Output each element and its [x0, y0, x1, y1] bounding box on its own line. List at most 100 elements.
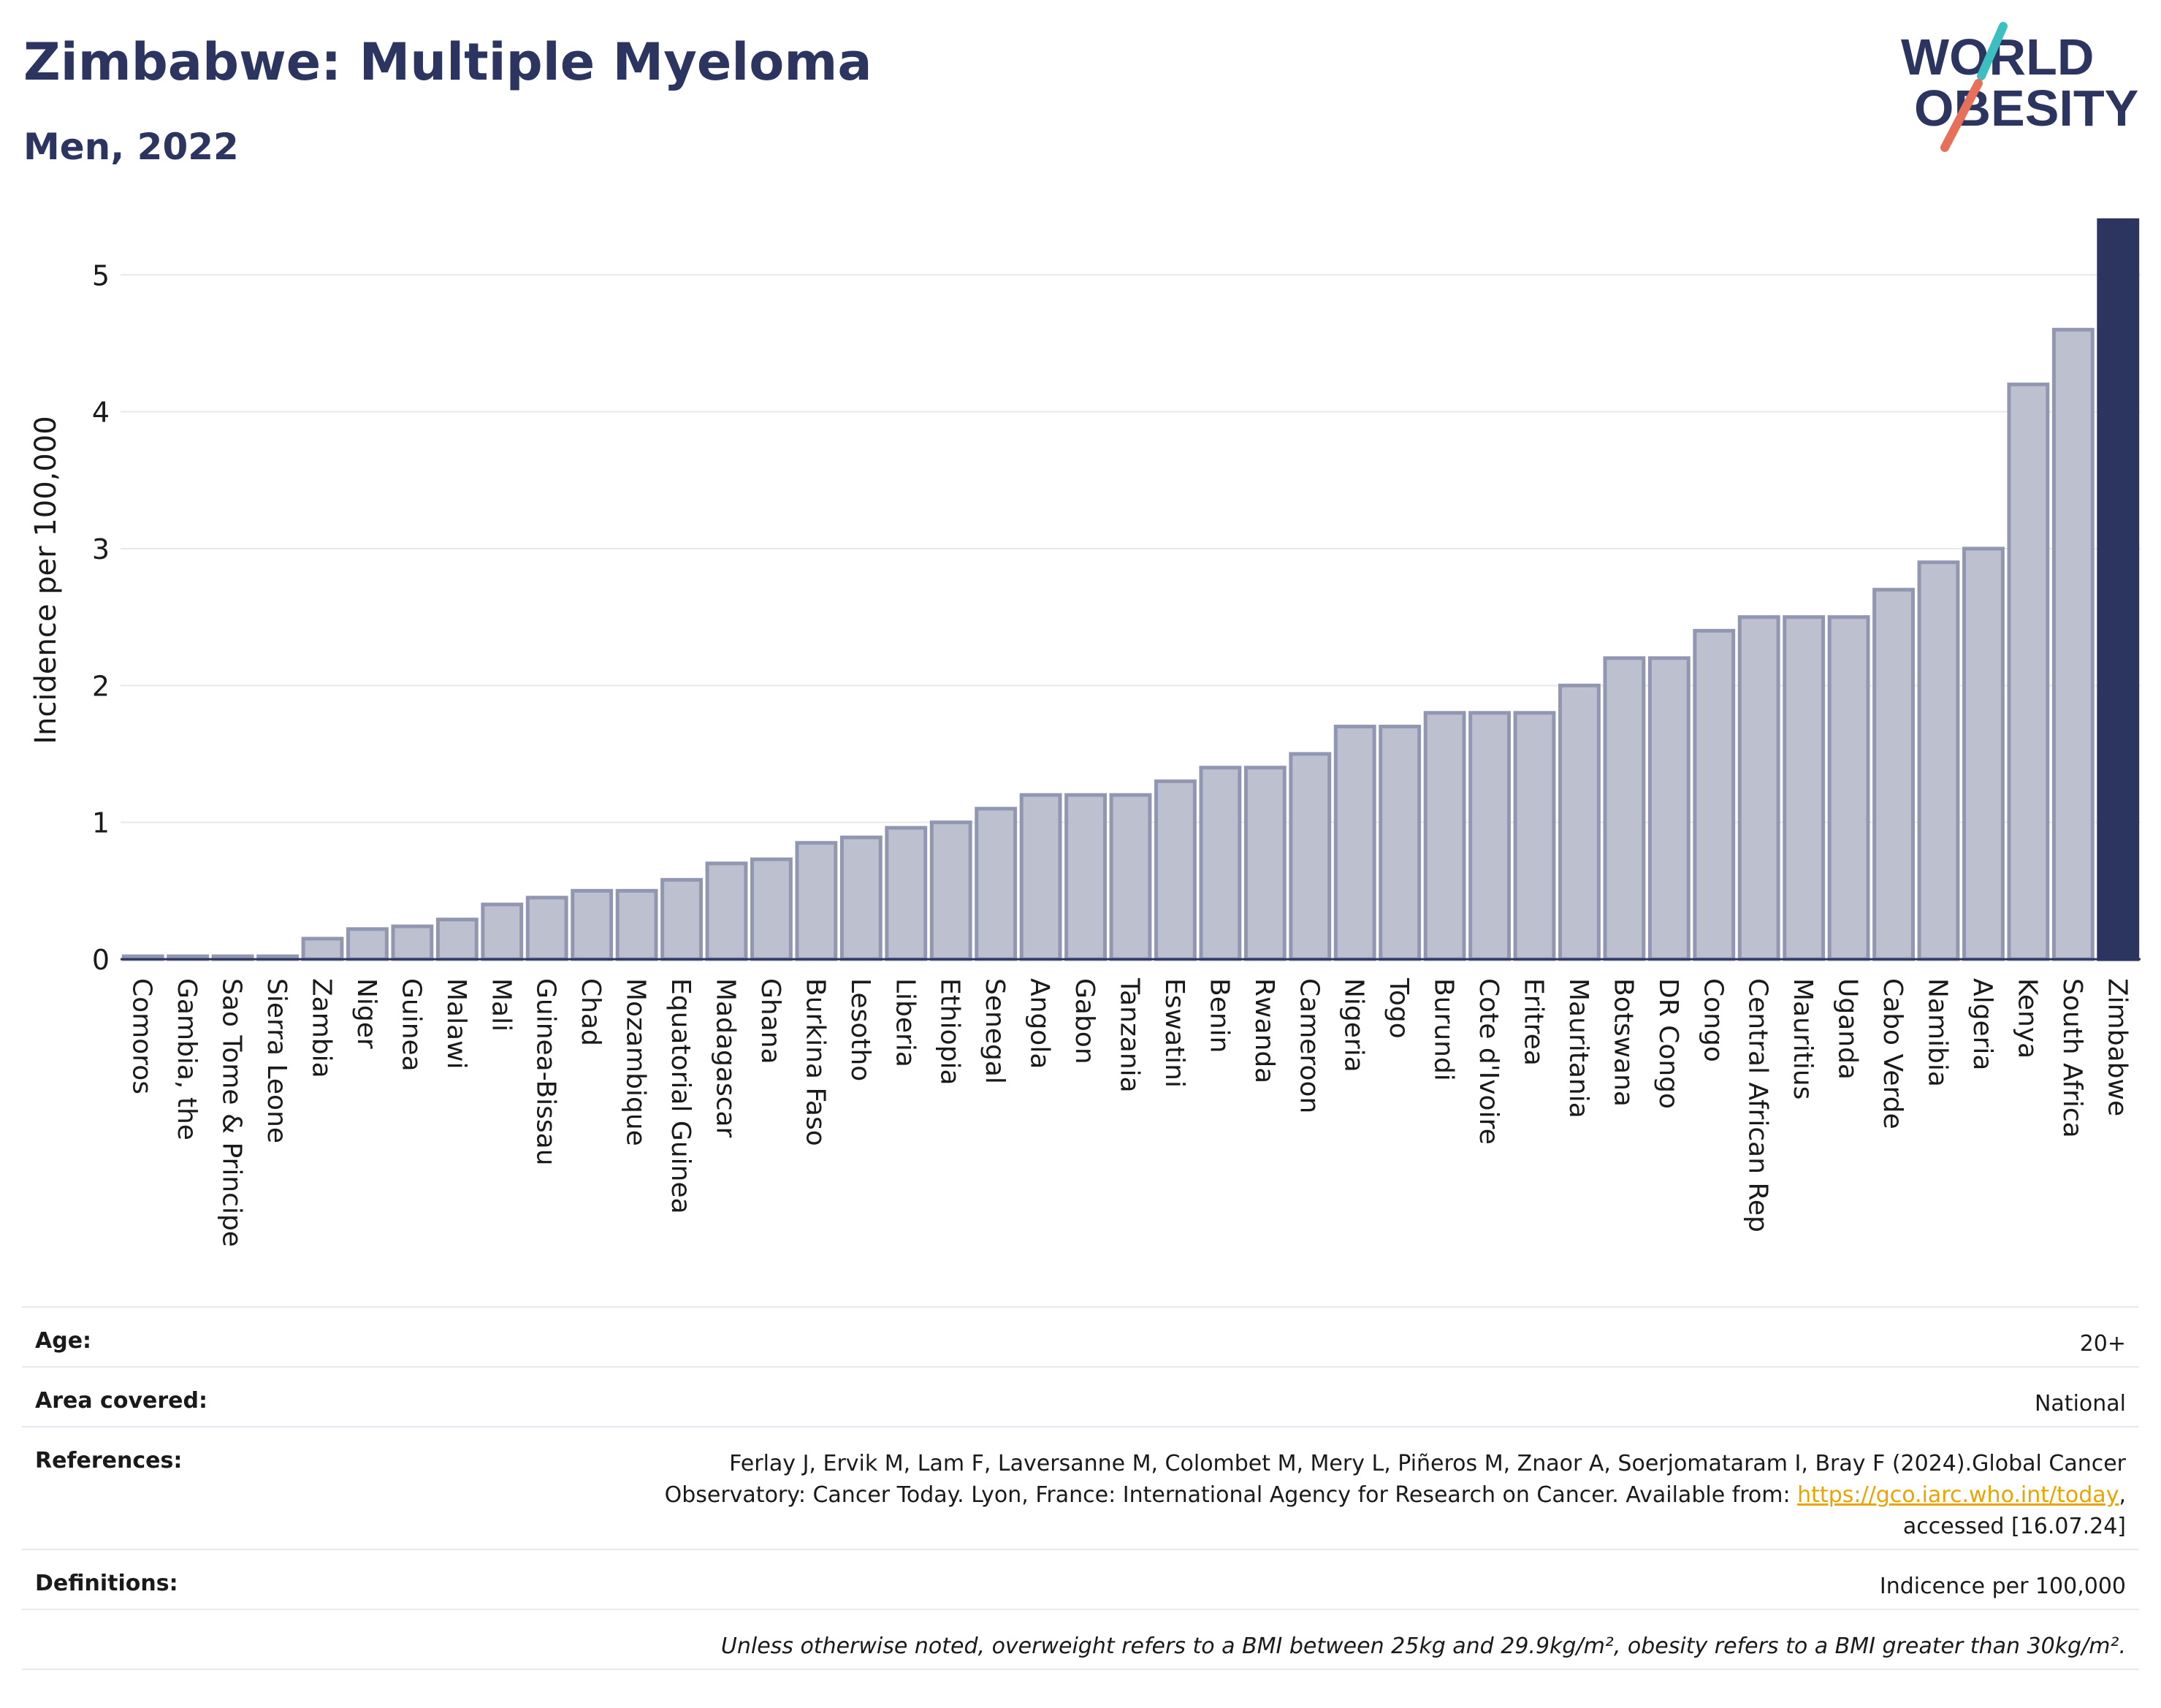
- x-tick-label: Cabo Verde: [1878, 978, 1907, 1129]
- x-tick-label: Algeria: [1967, 978, 1997, 1071]
- x-tick-label: Tanzania: [1115, 977, 1145, 1093]
- x-tick-label: Sao Tome & Principe: [217, 978, 247, 1247]
- world-obesity-logo: WORLD OBESITY: [1901, 22, 2138, 152]
- x-tick-label: Comoros: [127, 978, 157, 1094]
- references-line2-end: ,: [2119, 1482, 2126, 1508]
- y-tick-label: 1: [92, 807, 110, 839]
- x-tick-label: DR Congo: [1653, 978, 1683, 1109]
- bar-cameroon: [1289, 752, 1332, 961]
- bar-mauritius: [1783, 615, 1826, 961]
- x-tick-label: Namibia: [1923, 978, 1953, 1087]
- bar-tanzania: [1109, 793, 1152, 961]
- x-tick-label: Angola: [1025, 978, 1055, 1069]
- x-tick-label: Zambia: [307, 978, 337, 1078]
- x-tick-label: Lesotho: [845, 978, 875, 1081]
- bar-angola: [1019, 793, 1062, 961]
- bar-eswatini: [1154, 779, 1197, 961]
- bar-malawi: [435, 918, 479, 961]
- x-tick-label: Eswatini: [1159, 978, 1189, 1088]
- bar-dr-congo: [1647, 656, 1691, 961]
- bar-cote-d-ivoire: [1468, 711, 1511, 961]
- x-tick-label: Liberia: [890, 978, 920, 1067]
- bar-burundi: [1423, 711, 1466, 961]
- bar-zambia: [301, 937, 344, 961]
- bar-nigeria: [1333, 725, 1376, 961]
- bar-central-african-rep: [1737, 615, 1780, 961]
- y-tick-label: 2: [92, 670, 110, 702]
- x-tick-label: Senegal: [980, 978, 1010, 1084]
- info-row-note: Unless otherwise noted, overweight refer…: [22, 1609, 2139, 1670]
- x-tick-label: Burundi: [1429, 978, 1459, 1081]
- references-line1: Ferlay J, Ervik M, Lam F, Laversanne M, …: [729, 1451, 2126, 1476]
- bar-togo: [1379, 725, 1422, 961]
- bar-kenya: [2007, 382, 2050, 961]
- x-tick-label: Benin: [1204, 978, 1234, 1053]
- x-tick-label: Botswana: [1608, 978, 1638, 1107]
- x-tick-label: Mozambique: [621, 978, 651, 1146]
- bar-cabo-verde: [1872, 587, 1915, 961]
- bar-madagascar: [705, 861, 748, 961]
- bar-liberia: [885, 826, 928, 961]
- x-tick-label: Togo: [1384, 977, 1414, 1039]
- bar-gabon: [1064, 793, 1107, 961]
- bar-chart: 0 1 2 3 4 5 Comoros Gambia, the Sao Tome & Prin…: [29, 218, 2141, 1247]
- definitions-value: Indicence per 100,000: [1879, 1574, 2126, 1599]
- info-row-area: Area covered: National: [22, 1366, 2139, 1426]
- x-tick-label: South Africa: [2057, 978, 2087, 1138]
- bar-ethiopia: [929, 820, 972, 961]
- bar-mauritania: [1558, 683, 1601, 961]
- bar-guinea: [391, 924, 434, 961]
- bar-lesotho: [839, 835, 883, 961]
- area-value: National: [2034, 1391, 2126, 1417]
- references-link[interactable]: https://gco.iarc.who.int/today: [1797, 1482, 2119, 1508]
- bar-algeria: [1962, 546, 2005, 961]
- x-tick-label: Ethiopia: [935, 978, 965, 1086]
- bar-eritrea: [1513, 711, 1556, 961]
- age-value: 20+: [2079, 1331, 2126, 1357]
- x-tick-label: Mauritania: [1563, 978, 1593, 1118]
- x-tick-label: Gambia, the: [172, 978, 202, 1140]
- age-label: Age:: [35, 1328, 92, 1354]
- y-tick-label: 3: [92, 533, 110, 565]
- bar-burkina-faso: [795, 841, 838, 961]
- x-tick-label: Madagascar: [711, 978, 741, 1138]
- bar-niger: [346, 927, 389, 961]
- bars: [121, 218, 2140, 961]
- x-tick-label: Kenya: [2012, 978, 2042, 1059]
- bmi-note: Unless otherwise noted, overweight refer…: [720, 1633, 2126, 1659]
- y-tick-label: 5: [92, 259, 110, 291]
- bar-uganda: [1827, 615, 1870, 961]
- bar-south-africa: [2051, 327, 2095, 961]
- bar-senegal: [975, 807, 1018, 961]
- x-tick-label: Mauritius: [1788, 978, 1818, 1099]
- references-value: Ferlay J, Ervik M, Lam F, Laversanne M, …: [665, 1448, 2126, 1542]
- x-tick-label: Cote d'Ivoire: [1474, 978, 1503, 1145]
- definitions-label: Definitions:: [35, 1571, 178, 1596]
- page-title: Zimbabwe: Multiple Myeloma: [23, 32, 872, 92]
- logo-slash-teal: [1977, 22, 2008, 80]
- x-tick-label: Cameroon: [1294, 978, 1324, 1113]
- x-tick-label: Guinea-Bissau: [531, 978, 561, 1166]
- x-tick-label: Guinea: [396, 978, 426, 1072]
- x-tick-label: Central African Rep: [1743, 978, 1773, 1232]
- x-tick-label: Rwanda: [1249, 978, 1279, 1083]
- logo-slash-coral: [1940, 79, 1983, 152]
- bar-equatorial-guinea: [660, 877, 703, 961]
- x-tick-label: Equatorial Guinea: [666, 978, 695, 1214]
- references-line3: accessed [16.07.24]: [1902, 1514, 2126, 1539]
- bar-botswana: [1603, 656, 1646, 961]
- x-tick-label: Zimbabwe: [2102, 978, 2132, 1116]
- bar-ghana: [750, 857, 793, 961]
- bar-congo: [1693, 628, 1736, 961]
- x-tick-label: Uganda: [1833, 978, 1863, 1080]
- info-row-references: References: Ferlay J, Ervik M, Lam F, La…: [22, 1426, 2139, 1549]
- bar-rwanda: [1243, 766, 1287, 961]
- x-tick-label: Ghana: [755, 978, 785, 1064]
- x-tick-label: Congo: [1698, 978, 1728, 1062]
- y-tick-label: 4: [92, 397, 110, 429]
- x-tick-label: Burkina Faso: [800, 978, 830, 1146]
- y-tick-label: 0: [92, 944, 110, 976]
- x-tick-label: Malawi: [441, 978, 471, 1070]
- x-axis-ticks: Comoros Gambia, the Sao Tome & Principe Sie…: [127, 977, 2133, 1247]
- page-subtitle: Men, 2022: [23, 126, 239, 168]
